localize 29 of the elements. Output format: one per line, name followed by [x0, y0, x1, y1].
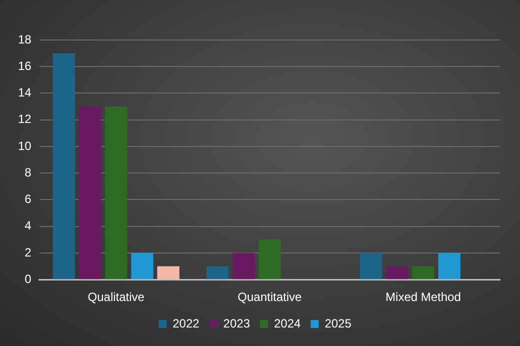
bar — [206, 266, 229, 280]
x-tick-label: Qualitative — [88, 290, 145, 304]
legend-label: 2022 — [172, 316, 200, 330]
bar — [232, 252, 255, 280]
y-tick-label: 16 — [18, 58, 32, 73]
y-tick-label: 14 — [18, 86, 32, 100]
bar — [258, 240, 281, 280]
y-tick-label: 12 — [18, 112, 32, 126]
y-tick-label: 8 — [24, 165, 32, 180]
bar — [360, 252, 382, 280]
y-tick-label: 4 — [24, 218, 32, 233]
y-tick-label: 18 — [18, 32, 32, 46]
bar — [105, 106, 128, 280]
x-tick-label: Mixed Method — [386, 290, 461, 304]
y-tick-label: 0 — [24, 272, 32, 286]
bar — [78, 106, 102, 280]
bar — [386, 266, 408, 280]
legend-label: 2025 — [324, 316, 352, 330]
x-tick-label: Quantitative — [238, 290, 302, 304]
bar — [157, 266, 180, 280]
legend-label: 2023 — [223, 316, 250, 330]
bar — [52, 53, 76, 280]
y-tick-label: 10 — [18, 138, 32, 153]
y-tick-label: 6 — [24, 192, 32, 206]
bar — [438, 252, 460, 280]
legend-label: 2024 — [274, 316, 302, 330]
bar — [412, 266, 434, 280]
y-tick-label: 2 — [24, 245, 32, 260]
bar — [131, 252, 154, 280]
